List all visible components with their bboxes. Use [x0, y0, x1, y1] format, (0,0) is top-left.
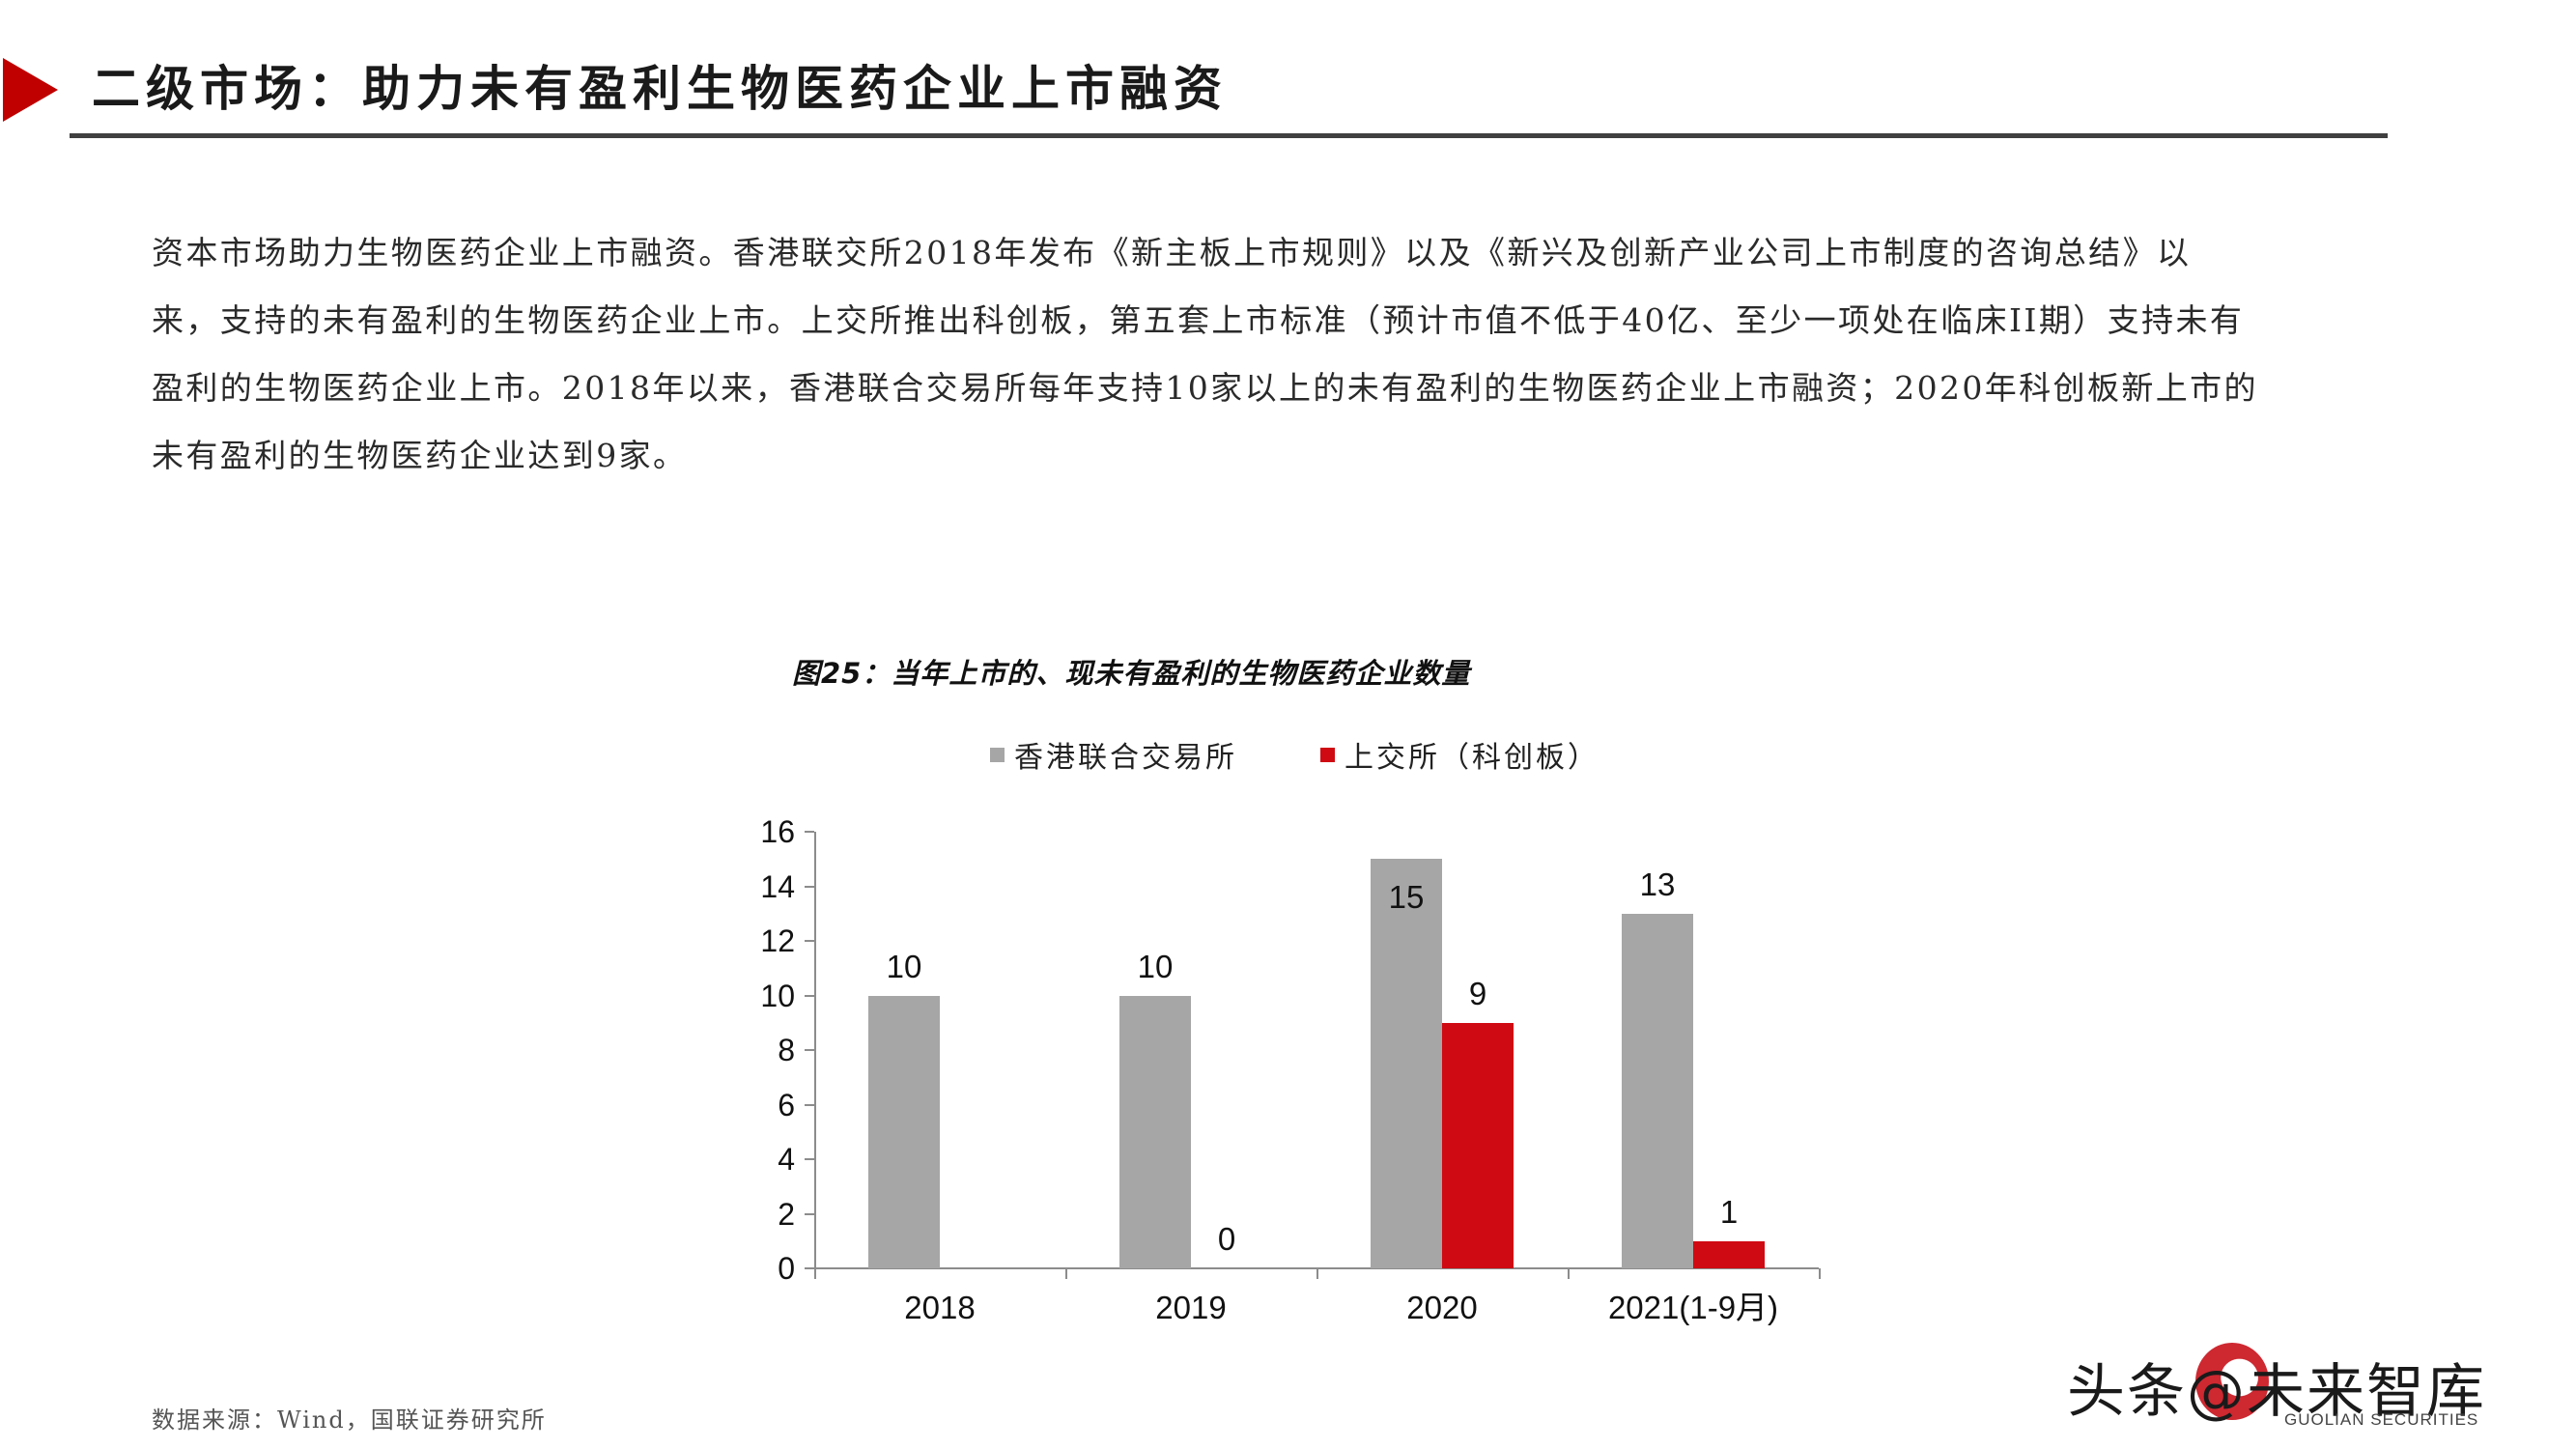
paragraph-line: 来，支持的未有盈利的生物医药企业上市。上交所推出科创板，第五套上市标准（预计市值…	[152, 301, 2245, 339]
x-category-label: 2020	[1406, 1290, 1478, 1325]
bar-hkex	[1119, 995, 1191, 1268]
y-tick-label: 8	[778, 1033, 795, 1067]
y-tick	[805, 1103, 814, 1106]
guolian-logo-icon	[2195, 1343, 2269, 1420]
body-paragraph: 资本市场助力生物医药企业上市融资。香港联交所2018年发布《新主板上市规则》以及…	[152, 234, 2450, 504]
y-tick-label: 4	[778, 1142, 795, 1177]
bar-value-label: 0	[1217, 1221, 1236, 1257]
bar-hkex	[1622, 913, 1693, 1268]
logo-subtitle: GUOLIAN SECURITIES	[2284, 1410, 2479, 1429]
watermark-text: 头条@未来智库	[2067, 1358, 2486, 1426]
chart-title: 图25：当年上市的、现未有盈利的生物医药企业数量	[792, 657, 1471, 690]
legend-label-hkex: 香港联合交易所	[1014, 741, 1237, 775]
x-category-label: 2021(1-9月)	[1607, 1290, 1779, 1325]
bar-value-label: 9	[1468, 975, 1487, 1011]
x-tick	[1568, 1268, 1570, 1279]
legend-item-hkex: 香港联合交易所	[990, 733, 1237, 776]
data-source-note: 数据来源：Wind，国联证券研究所	[152, 1406, 547, 1434]
bar-value-label: 1	[1719, 1193, 1739, 1230]
bar-value-label: 10	[1137, 948, 1174, 984]
header-divider	[70, 133, 2388, 138]
y-tick	[805, 1267, 814, 1269]
y-tick	[805, 1212, 814, 1215]
y-tick	[805, 885, 814, 888]
header-triangle-icon	[3, 58, 58, 122]
y-axis	[814, 832, 816, 1269]
y-tick	[805, 994, 814, 997]
legend-swatch-sse-star	[1320, 747, 1335, 762]
y-tick-label: 2	[778, 1196, 795, 1232]
x-tick	[1065, 1268, 1067, 1279]
y-tick-label: 6	[778, 1087, 795, 1122]
x-category-label: 2018	[904, 1290, 976, 1325]
bar-value-label: 10	[886, 948, 922, 984]
paragraph-line: 未有盈利的生物医药企业达到9家。	[152, 437, 688, 474]
bar-value-label: 13	[1639, 866, 1676, 902]
y-tick-label: 12	[760, 923, 795, 958]
chart-legend: 香港联合交易所 上交所（科创板）	[990, 738, 1683, 775]
page-title: 二级市场：助力未有盈利生物医药企业上市融资	[92, 60, 1228, 117]
y-tick-label: 16	[760, 814, 795, 849]
bar-sse-star	[1693, 1240, 1765, 1268]
paragraph-line: 盈利的生物医药企业上市。2018年以来，香港联合交易所每年支持10家以上的未有盈…	[152, 369, 2258, 407]
y-tick-label: 0	[778, 1251, 795, 1286]
bar-value-label: 15	[1388, 879, 1425, 916]
legend-item-sse-star: 上交所（科创板）	[1320, 733, 1599, 776]
y-tick	[805, 1158, 814, 1160]
y-tick-label: 10	[760, 978, 795, 1013]
bar-hkex	[868, 995, 940, 1268]
x-tick	[1316, 1268, 1318, 1279]
y-tick	[805, 1049, 814, 1051]
x-category-label: 2019	[1155, 1290, 1227, 1325]
y-tick	[805, 940, 814, 942]
legend-swatch-hkex	[990, 747, 1005, 762]
x-tick	[1819, 1268, 1821, 1279]
y-tick-label: 14	[760, 868, 795, 904]
paragraph-line: 资本市场助力生物医药企业上市融资。香港联交所2018年发布《新主板上市规则》以及…	[152, 234, 2192, 271]
x-tick	[814, 1268, 816, 1279]
legend-label-sse-star: 上交所（科创板）	[1345, 741, 1599, 775]
bar-sse-star	[1442, 1022, 1514, 1268]
y-tick	[805, 831, 814, 833]
bar-hkex	[1371, 859, 1442, 1268]
